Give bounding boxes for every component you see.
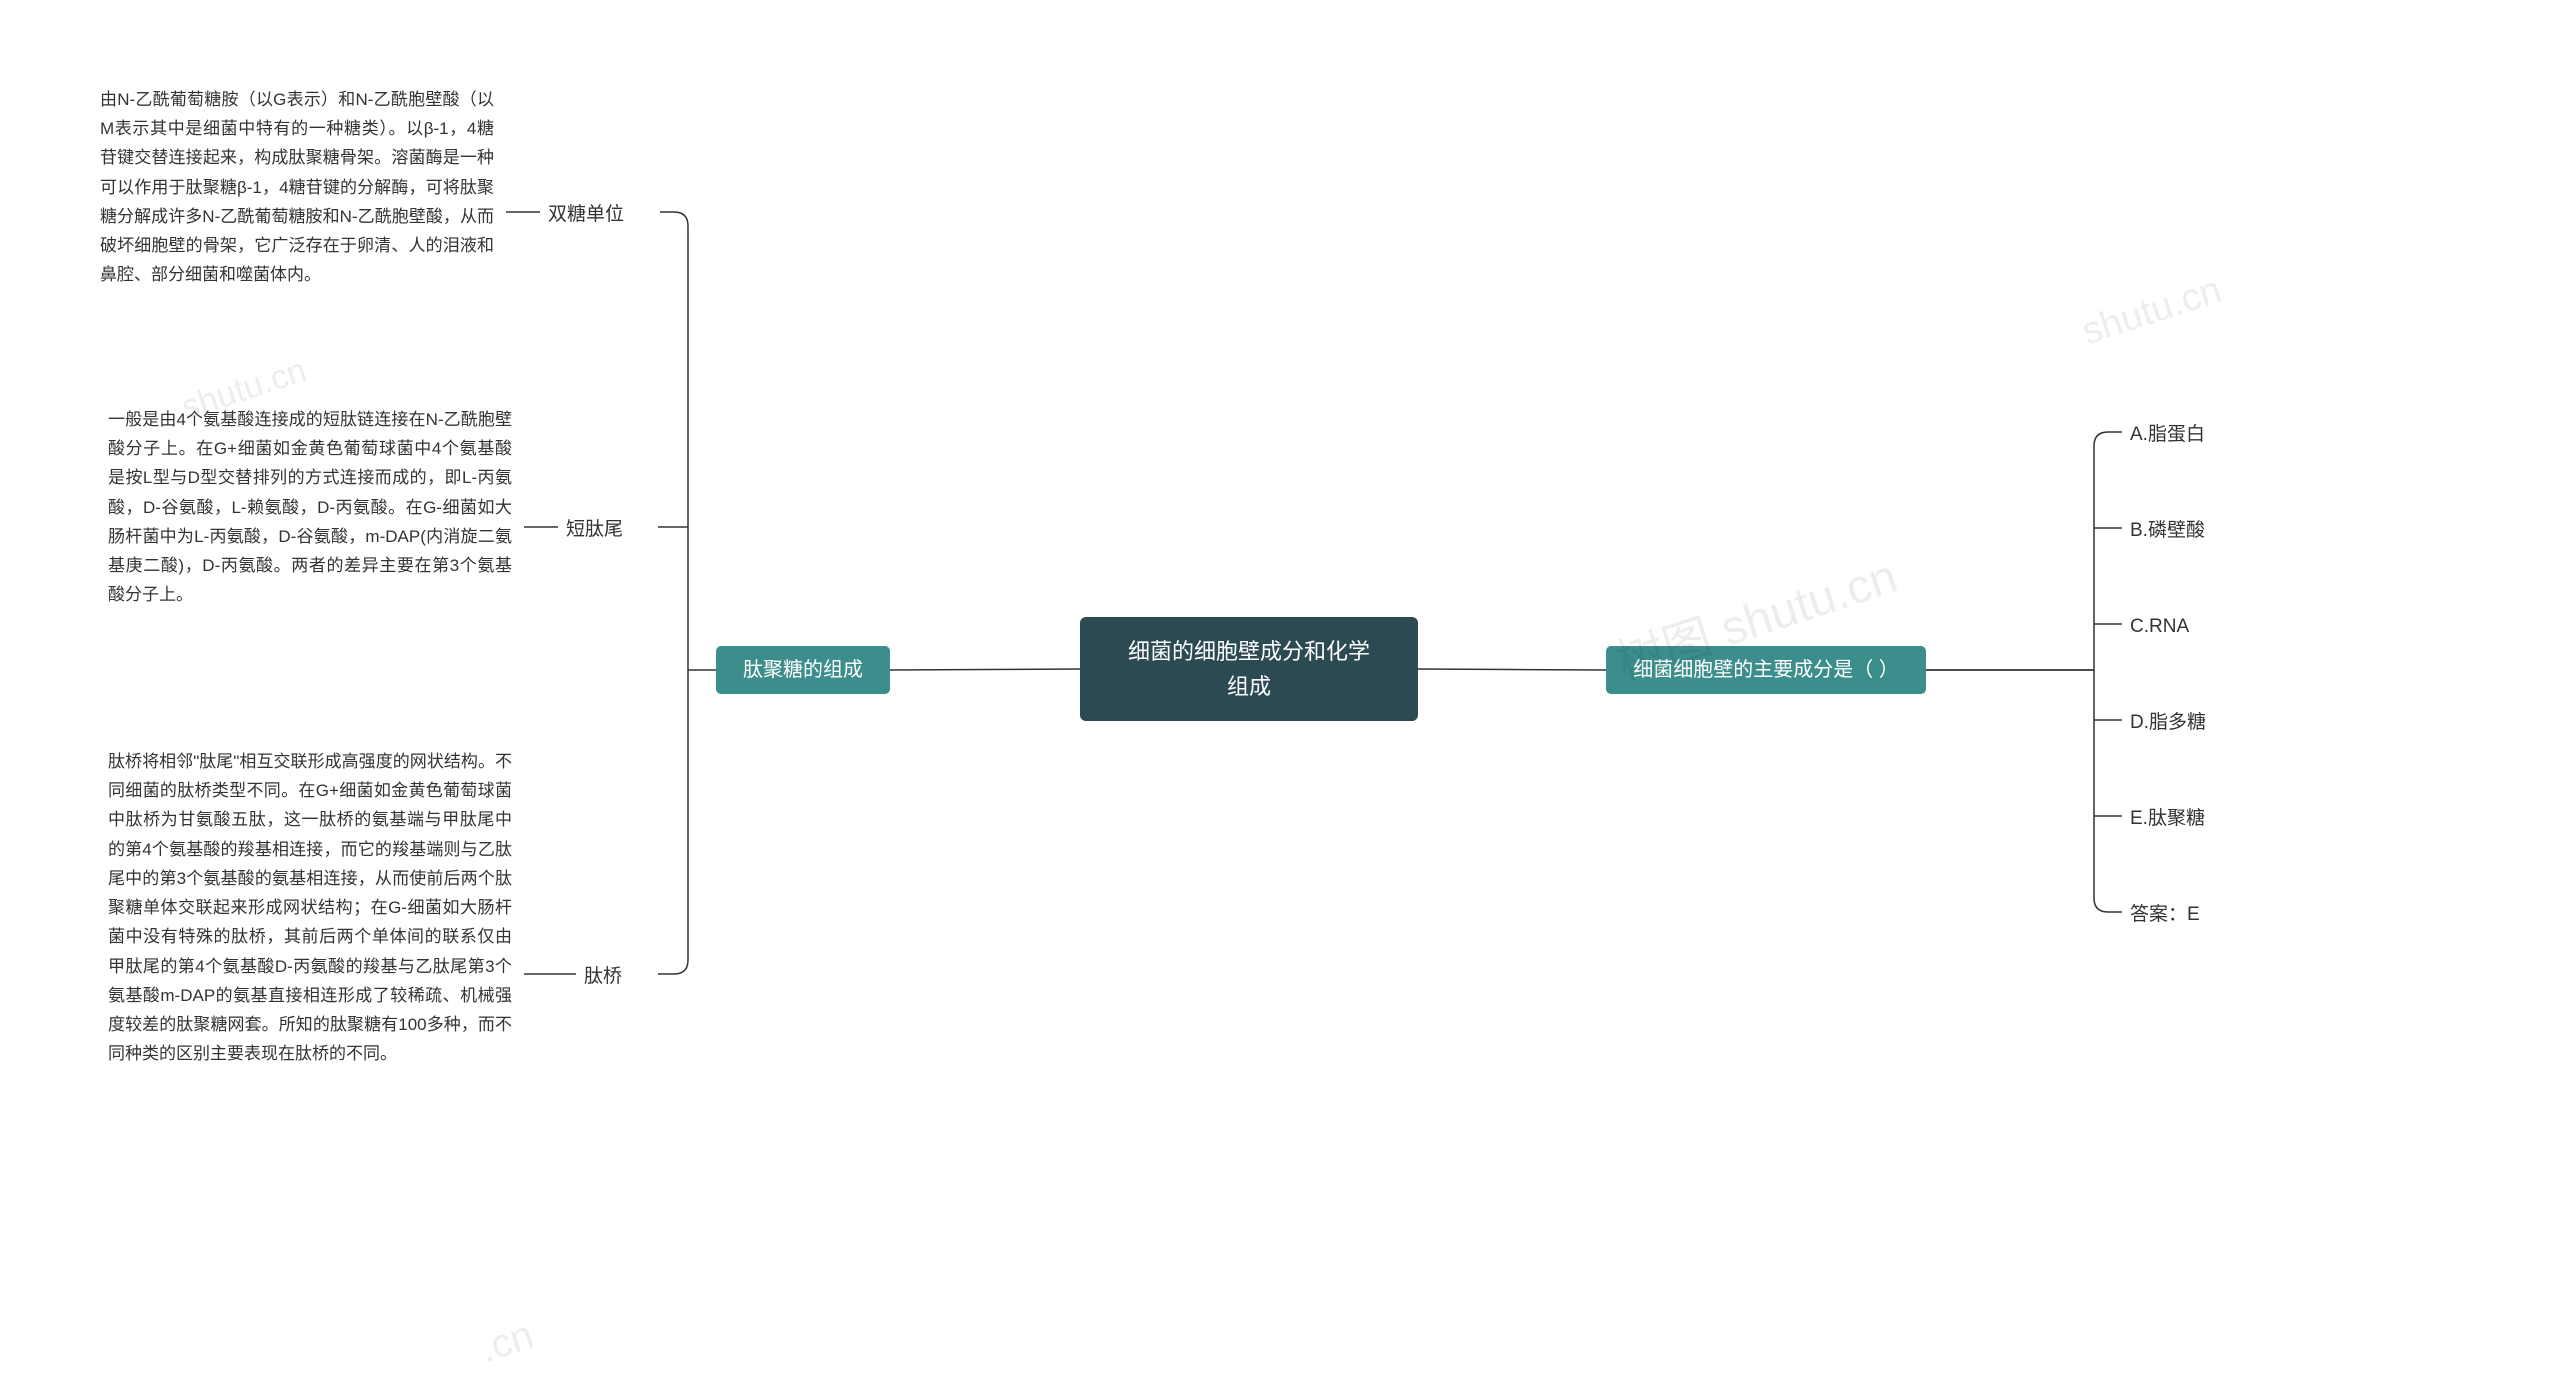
mindmap-canvas: 细菌的细胞壁成分和化学 组成 细菌细胞壁的主要成分是（ ） 肽聚糖的组成 A.脂…: [0, 0, 2560, 1389]
answer-option: D.脂多糖: [2122, 704, 2252, 736]
answer-option: 答案：E: [2122, 896, 2252, 928]
right-branch-label: 细菌细胞壁的主要成分是（ ）: [1633, 654, 1899, 686]
answer-option: C.RNA: [2122, 608, 2252, 640]
component-node: 双糖单位: [540, 196, 660, 228]
root-label: 细菌的细胞壁成分和化学 组成: [1128, 634, 1370, 704]
answer-option: A.脂蛋白: [2122, 416, 2252, 448]
component-node: 短肽尾: [558, 511, 658, 543]
right-branch-node: 细菌细胞壁的主要成分是（ ）: [1606, 646, 1926, 694]
left-branch-node: 肽聚糖的组成: [716, 646, 890, 694]
left-branch-label: 肽聚糖的组成: [743, 654, 863, 686]
component-description: 一般是由4个氨基酸连接成的短肽链连接在N-乙酰胞壁酸分子上。在G+细菌如金黄色葡…: [108, 405, 512, 645]
component-node: 肽桥: [576, 958, 658, 990]
answer-option: B.磷壁酸: [2122, 512, 2252, 544]
answer-option: E.肽聚糖: [2122, 800, 2252, 832]
component-description: 由N-乙酰葡萄糖胺（以G表示）和N-乙酰胞壁酸（以M表示其中是细菌中特有的一种糖…: [100, 85, 494, 335]
component-description: 肽桥将相邻"肽尾"相互交联形成高强度的网状结构。不同细菌的肽桥类型不同。在G+细…: [108, 747, 512, 1192]
root-node: 细菌的细胞壁成分和化学 组成: [1080, 617, 1418, 721]
